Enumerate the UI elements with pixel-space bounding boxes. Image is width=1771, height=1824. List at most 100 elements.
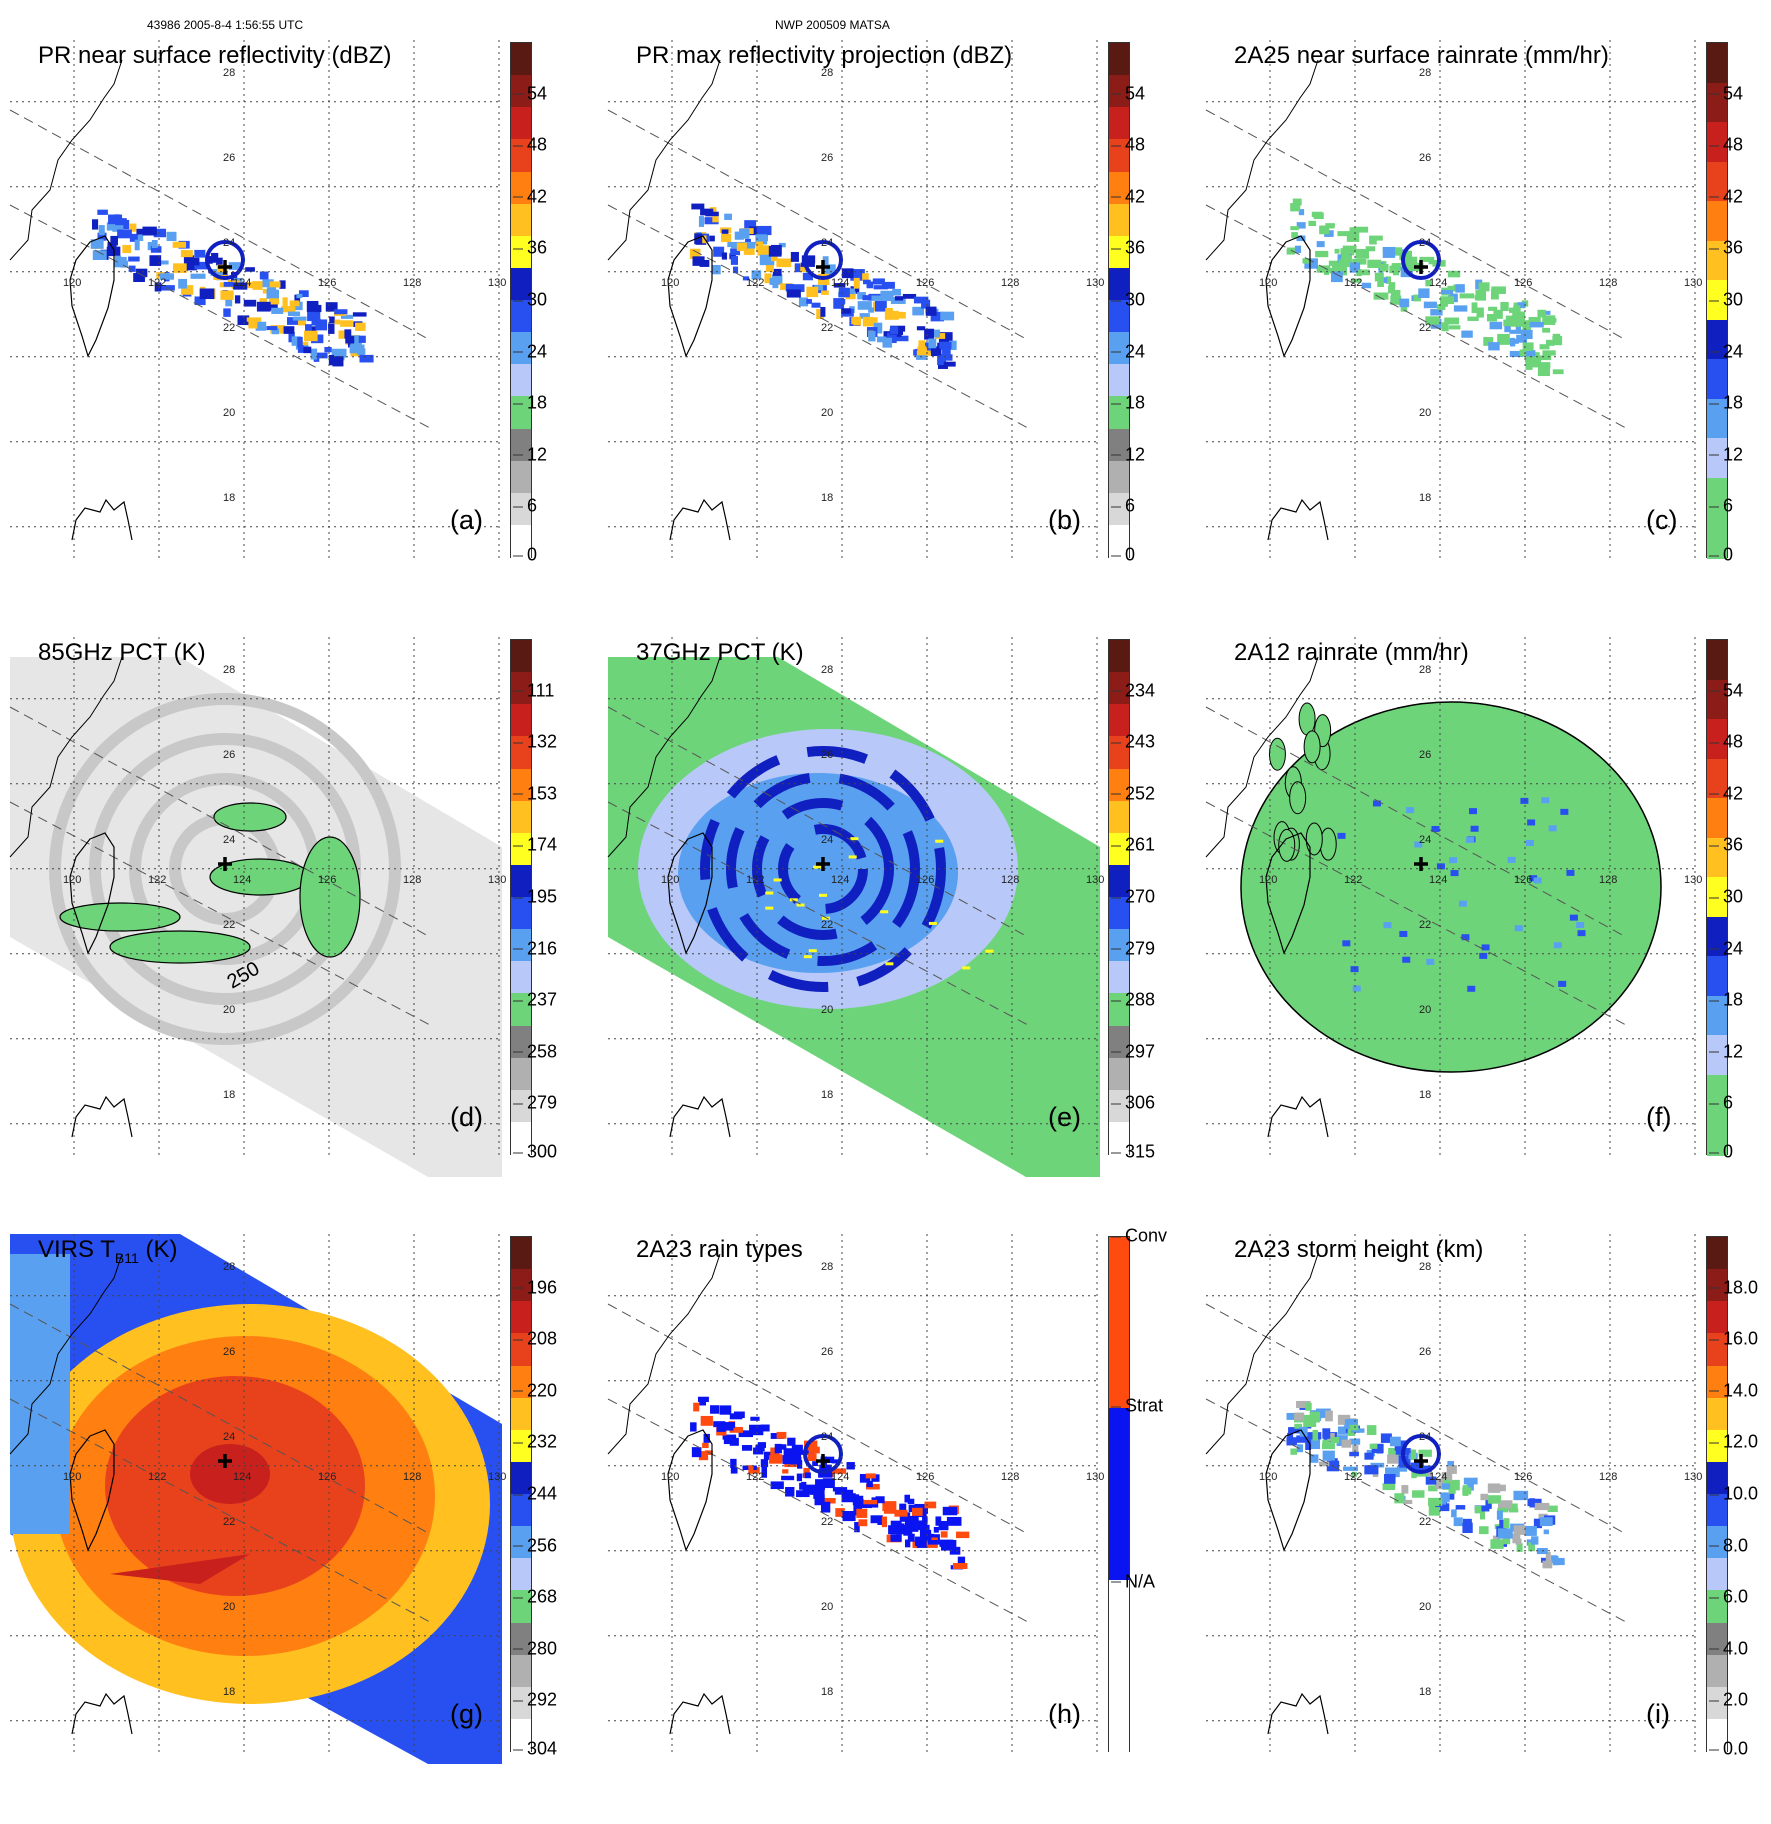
colorbar-segment bbox=[511, 1718, 531, 1754]
coastline-layer bbox=[9, 1253, 133, 1735]
swath-pixel bbox=[297, 320, 307, 326]
swath-pixel bbox=[949, 1546, 961, 1555]
swath-pixel bbox=[181, 285, 194, 295]
swath-pixel bbox=[877, 1520, 886, 1525]
swath-pixel bbox=[1448, 1479, 1460, 1491]
swath-pixel bbox=[294, 294, 301, 305]
rain-pixel bbox=[1350, 966, 1359, 973]
longitude-label: 124 bbox=[1429, 1471, 1447, 1483]
swath-pixel bbox=[1510, 320, 1524, 327]
longitude-label: 120 bbox=[63, 874, 81, 886]
colorbar bbox=[1108, 1236, 1130, 1754]
swath-pixel bbox=[328, 354, 335, 366]
swath-pixel bbox=[935, 1516, 942, 1526]
swath-pixel bbox=[1542, 310, 1551, 315]
swath-pixel bbox=[237, 315, 250, 326]
rain-pixel bbox=[1431, 825, 1440, 832]
rain-pixel bbox=[1426, 958, 1435, 965]
panel-title: 85GHz PCT (K) bbox=[38, 639, 206, 666]
longitude-label: 120 bbox=[1259, 1471, 1277, 1483]
swath-pixel bbox=[772, 283, 779, 289]
swath-pixel bbox=[266, 326, 278, 331]
swath-pixel bbox=[154, 282, 162, 292]
swath-pixel bbox=[1321, 1442, 1335, 1450]
china-coastline bbox=[1205, 1253, 1319, 1455]
swath-pixel bbox=[917, 1520, 928, 1531]
swath-pixel bbox=[114, 255, 122, 263]
swath-pixel bbox=[1349, 262, 1361, 273]
colorbar-tick-label: 18 bbox=[1110, 392, 1146, 413]
swath-pixel bbox=[1350, 278, 1361, 283]
colorbar-segment bbox=[1707, 280, 1727, 322]
swath-pixel bbox=[712, 264, 721, 275]
swath-pixel bbox=[1315, 250, 1329, 258]
swath-pixel bbox=[710, 1405, 720, 1414]
latitude-label: 22 bbox=[821, 1516, 833, 1528]
swath-pixel bbox=[873, 322, 883, 334]
swath-pixel bbox=[815, 1479, 825, 1491]
swath-pixel bbox=[210, 269, 223, 276]
swath-pixel bbox=[1296, 235, 1306, 242]
map-view: 28 26 24 22 20 18 120 122 124 126 128 130 bbox=[9, 40, 506, 560]
swath-pixel bbox=[899, 1503, 907, 1514]
swath-pixel bbox=[814, 1494, 825, 1506]
colorbar-segment bbox=[1109, 736, 1129, 771]
swath-pixel bbox=[904, 1515, 919, 1526]
colorbar-segment bbox=[1109, 704, 1129, 739]
swath-pixel bbox=[789, 1457, 802, 1465]
swath-pixel bbox=[223, 281, 234, 287]
latitude-label: 28 bbox=[821, 67, 833, 79]
swath-pixel bbox=[734, 231, 744, 240]
swath-pixel bbox=[865, 1473, 876, 1479]
swath-pixel bbox=[1294, 245, 1302, 254]
rain-pixel bbox=[1541, 797, 1550, 804]
swath-pixel bbox=[345, 336, 355, 344]
coastline-layer bbox=[1205, 1253, 1329, 1735]
swath-pixel bbox=[1358, 269, 1370, 276]
swath-pixel bbox=[896, 1523, 905, 1535]
panel-letter: (b) bbox=[1048, 505, 1081, 535]
longitude-label: 120 bbox=[661, 874, 679, 886]
colorbar-segment bbox=[1109, 396, 1129, 431]
swath-pixel bbox=[757, 245, 771, 256]
swath-pixel bbox=[1503, 319, 1514, 327]
luzon-coastline bbox=[1267, 498, 1329, 541]
swath-pixel bbox=[799, 1482, 806, 1490]
colorbar-segment bbox=[1707, 1686, 1727, 1721]
swath-pixel bbox=[831, 1459, 841, 1464]
swath-pixel bbox=[814, 284, 824, 291]
swath-pixel bbox=[1453, 305, 1468, 312]
swath-pixel bbox=[1539, 344, 1550, 350]
swath-pixel bbox=[835, 1508, 845, 1517]
cold-band bbox=[110, 1554, 250, 1584]
swath-pixel bbox=[1372, 1472, 1379, 1477]
colorbar-segment bbox=[511, 1301, 531, 1336]
latitude-label: 22 bbox=[1419, 919, 1431, 931]
swath-pixel bbox=[823, 1497, 836, 1504]
colorbar-tick-label: 297 bbox=[1110, 1041, 1156, 1062]
swath-pixel bbox=[281, 306, 296, 313]
colorbar-tick-label: 268 bbox=[512, 1586, 558, 1607]
swath-pixel bbox=[918, 340, 926, 351]
swath-pixel bbox=[1531, 1536, 1539, 1545]
swath-pixel bbox=[866, 1480, 873, 1488]
longitude-label: 122 bbox=[746, 874, 764, 886]
swath-pixel bbox=[1341, 1439, 1352, 1448]
swath-pixel bbox=[328, 323, 335, 334]
longitude-label: 130 bbox=[1684, 277, 1702, 289]
longitude-label: 124 bbox=[1429, 874, 1447, 886]
swath-pixel bbox=[822, 1478, 835, 1489]
swath-pixel bbox=[957, 1556, 966, 1565]
swath-pixel bbox=[1342, 245, 1357, 254]
colorbar bbox=[510, 42, 532, 560]
latitude-label: 18 bbox=[223, 492, 235, 504]
swath-pixel bbox=[771, 255, 778, 262]
latitude-label: 22 bbox=[223, 322, 235, 334]
swath-pixel bbox=[748, 226, 760, 236]
colorbar-segment bbox=[511, 1057, 531, 1092]
swath-pixel bbox=[283, 326, 295, 334]
coastline-layer bbox=[9, 59, 133, 541]
colorbar-segment bbox=[1109, 1121, 1129, 1157]
swath-pixel bbox=[1447, 270, 1461, 278]
colorbar-segment bbox=[511, 524, 531, 560]
